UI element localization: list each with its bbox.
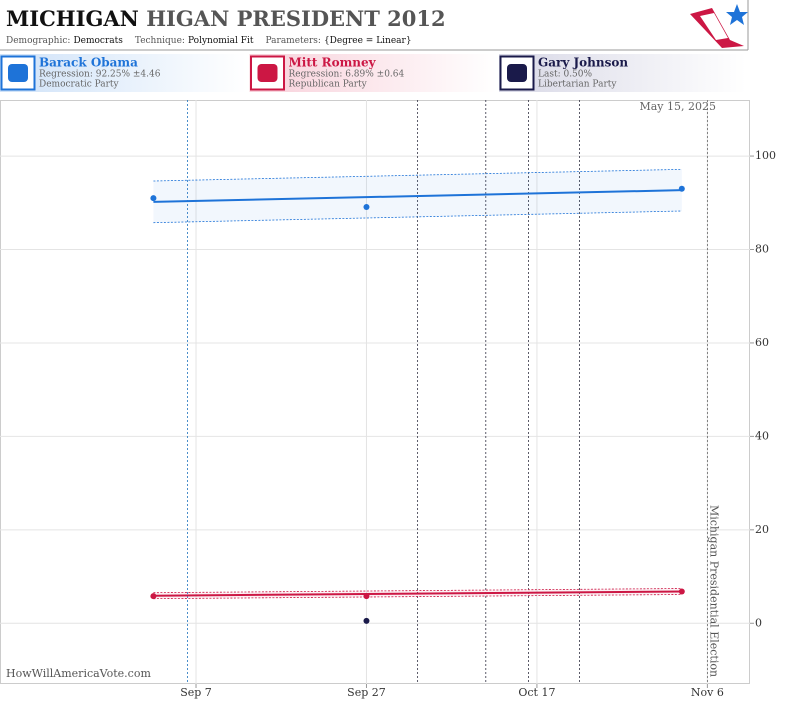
legend-icon-fill bbox=[507, 64, 527, 82]
legend-box bbox=[0, 54, 247, 92]
legend-name: Gary Johnson bbox=[538, 56, 628, 70]
subtitle-label: Demographic: bbox=[6, 36, 70, 46]
data-point bbox=[363, 203, 370, 210]
legend-party: Republican Party bbox=[289, 80, 368, 90]
subtitle-value: {Degree = Linear} bbox=[324, 36, 412, 46]
date-stamp: May 15, 2025 bbox=[639, 100, 716, 113]
trend-line bbox=[153, 189, 682, 203]
y-tick-label: 40 bbox=[755, 429, 769, 442]
subtitle-label: Technique: bbox=[135, 36, 185, 46]
band-edge bbox=[153, 168, 682, 182]
x-tick-label: Oct 17 bbox=[518, 686, 555, 699]
legend-party: Democratic Party bbox=[39, 80, 120, 90]
legend-box bbox=[499, 54, 746, 92]
trend-line bbox=[153, 590, 682, 597]
title-main: MICHIGAN bbox=[6, 6, 139, 31]
y-tick-label: 60 bbox=[755, 336, 769, 349]
subtitle-value: Democrats bbox=[73, 36, 123, 46]
legend-detail: Regression: 6.89% ±0.64 bbox=[289, 70, 405, 80]
band-edge bbox=[153, 594, 682, 600]
band-edge bbox=[153, 210, 682, 224]
legend-party: Libertarian Party bbox=[538, 80, 617, 90]
data-point bbox=[363, 593, 370, 600]
y-tick-label: 20 bbox=[755, 523, 769, 536]
subtitle: Demographic: Democrats Technique: Polynomia… bbox=[6, 36, 412, 46]
x-tick-label: Sep 27 bbox=[347, 686, 386, 699]
source-label: HowWillAmericaVote.com bbox=[6, 667, 151, 680]
data-point bbox=[150, 593, 157, 600]
subtitle-label: Parameters: bbox=[266, 36, 321, 46]
subtitle-value: Polynomial Fit bbox=[188, 36, 254, 46]
legend-box bbox=[249, 54, 497, 92]
plot: 0 20 40 60 80 100 Sep 7 Sep 27 Oct 17 Nov 6 Michig… bbox=[0, 100, 776, 699]
legend-name: Barack Obama bbox=[39, 56, 138, 70]
data-point bbox=[363, 617, 370, 624]
chart-title: MICHIGAN HIGAN PRESIDENT 2012 bbox=[6, 6, 446, 31]
y-tick-label: 100 bbox=[755, 149, 776, 162]
data-point bbox=[678, 185, 685, 192]
data-point bbox=[678, 588, 685, 595]
legend-detail: Regression: 92.25% ±4.46 bbox=[39, 70, 161, 80]
x-tick-label: Nov 6 bbox=[691, 686, 724, 699]
y-tick-label: 0 bbox=[755, 616, 762, 629]
y-tick-label: 80 bbox=[755, 243, 769, 256]
legend-icon-fill bbox=[257, 64, 278, 82]
event-label: Michigan Presidential Election bbox=[707, 505, 720, 677]
data-point bbox=[150, 195, 157, 202]
band-edge bbox=[153, 588, 682, 594]
x-tick-label: Sep 7 bbox=[180, 686, 212, 699]
legend-detail: Last: 0.50% bbox=[538, 70, 593, 80]
plot-frame bbox=[0, 100, 750, 684]
legend-icon-fill bbox=[8, 64, 28, 82]
title-rest: HIGAN PRESIDENT 2012 bbox=[146, 6, 445, 31]
legend-name: Mitt Romney bbox=[289, 56, 377, 70]
logo bbox=[690, 4, 748, 48]
subtitle-line: Demographic: Democrats Technique: Polynomia… bbox=[6, 36, 412, 46]
